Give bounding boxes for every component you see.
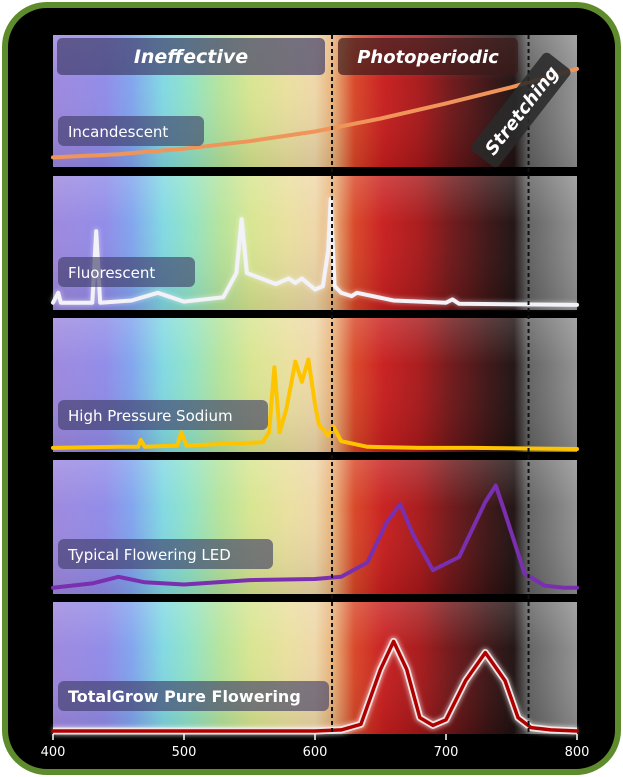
series-line-totalgrow-pure-flowering [51,639,579,733]
series-line-fluorescent [51,197,579,307]
series-line-incandescent [51,66,579,160]
dividers-layer [331,35,530,734]
x-tick-label: 400 [41,745,66,760]
panel-high-pressure-sodium: High Pressure Sodium [51,318,579,452]
panel-label: TotalGrow Pure Flowering [68,687,301,706]
x-tick-label: 700 [434,745,459,760]
panel-totalgrow-pure-flowering: TotalGrow Pure Flowering [51,602,579,736]
panel-typical-flowering-led: Typical Flowering LED [51,460,579,594]
panel-label: High Pressure Sodium [68,407,233,425]
panel-fluorescent: Fluorescent [50,176,579,310]
region-label-photoperiodic: Photoperiodic [357,47,499,68]
x-tick-label: 600 [303,745,328,760]
x-tick-label: 500 [172,745,197,760]
x-tick-label: 800 [565,745,590,760]
panel-label-box [58,681,329,711]
region-label-ineffective: Ineffective [134,46,248,68]
panel-label-box [58,400,268,430]
panel-gloss [53,602,577,734]
region-label-box [57,38,325,75]
panel-label-box [58,257,195,287]
panel-label: Incandescent [68,123,168,141]
region-label-box [338,38,518,75]
panel-gloss [53,460,577,594]
panel-label: Fluorescent [68,264,155,282]
panel-label-box [58,539,273,569]
panel-label-box [58,116,204,146]
panel-label: Typical Flowering LED [67,546,231,564]
panel-gloss [53,318,577,452]
x-axis: 400 500 600 700 800 [41,734,590,760]
region-label-box [471,52,571,168]
series-line-high-pressure-sodium [51,357,579,451]
series-line-typical-flowering-led [51,483,579,590]
